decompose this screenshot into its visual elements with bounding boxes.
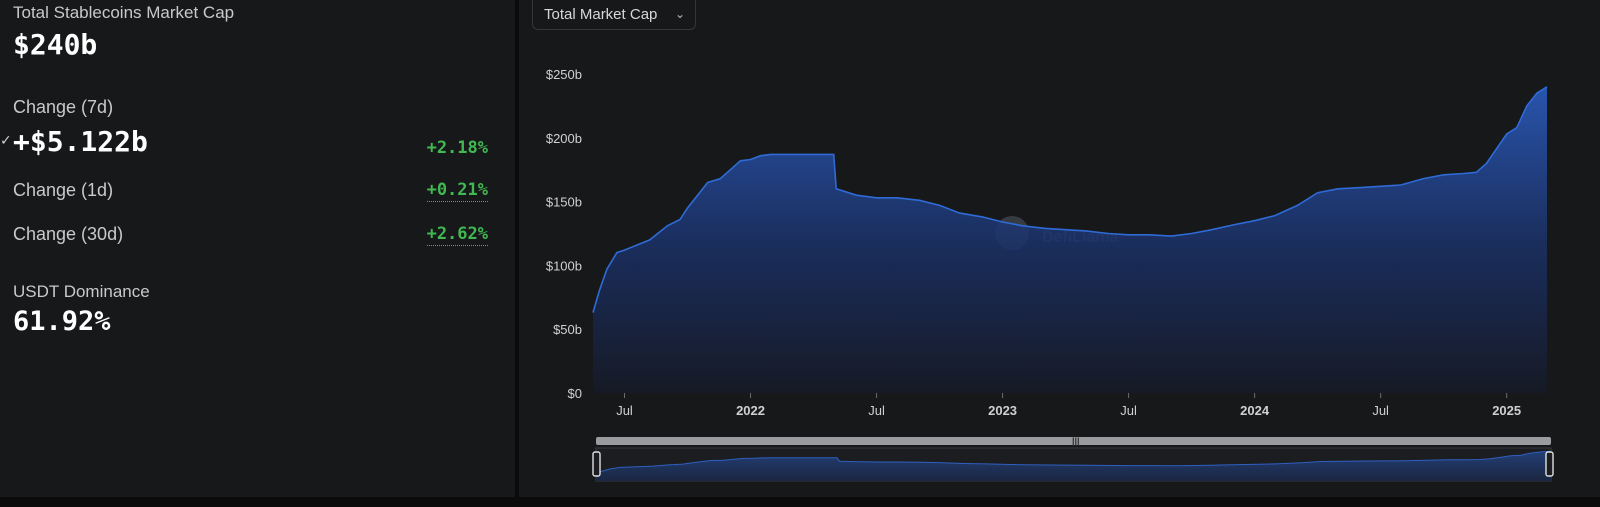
y-axis: $0 $50b $100b $150b $200b $250b xyxy=(546,67,582,401)
mini-overview-line xyxy=(595,450,1552,474)
y-tick-label: $0 xyxy=(568,386,582,401)
x-tick-label: 2025 xyxy=(1492,403,1521,418)
x-tick-label: 2023 xyxy=(988,403,1017,418)
chart-type-dropdown[interactable]: Total Market Cap ⌄ xyxy=(532,0,696,30)
change-1d-label: Change (1d) xyxy=(13,180,114,200)
x-tick-label: Jul xyxy=(616,403,633,418)
market-cap-value: $240b xyxy=(13,28,98,61)
chart-panel: Total Market Cap ⌄ $0 $50b $100b $150b $200b… xyxy=(519,0,1600,497)
y-tick-label: $250b xyxy=(546,67,582,82)
grip-icon: ||| xyxy=(1072,436,1080,446)
brush-left-handle[interactable] xyxy=(592,451,601,477)
range-brush-handle-bar[interactable] xyxy=(596,437,1551,445)
chevron-down-icon: ⌄ xyxy=(674,7,685,21)
y-tick-label: $100b xyxy=(546,258,582,273)
change-1d-pct[interactable]: +0.21% xyxy=(426,180,488,202)
x-tick-label: Jul xyxy=(1372,403,1389,418)
market-cap-label: Total Stablecoins Market Cap xyxy=(13,3,235,22)
brush-right-handle[interactable] xyxy=(1545,451,1554,477)
x-tick-label: 2022 xyxy=(736,403,765,418)
change-7d-pct: +2.18% xyxy=(426,138,488,158)
change-30d-pct[interactable]: +2.62% xyxy=(426,224,488,246)
change-7d-value: +$5.122b xyxy=(13,125,148,158)
stats-panel: Total Stablecoins Market Cap $240b Chang… xyxy=(0,0,515,497)
y-tick-label: $150b xyxy=(546,195,582,210)
market-cap-line xyxy=(592,86,1548,313)
x-tick-label: Jul xyxy=(1120,403,1137,418)
checkmark-icon: ✓ xyxy=(0,132,12,148)
usdt-dominance-label: USDT Dominance xyxy=(13,282,150,301)
change-7d-label: Change (7d) xyxy=(13,97,114,117)
x-axis: Jul 2022 Jul 2023 Jul 2024 Jul 2025 xyxy=(616,393,1521,418)
usdt-dominance-value: 61.92% xyxy=(13,306,111,337)
y-tick-label: $200b xyxy=(546,131,582,146)
x-tick-label: Jul xyxy=(868,403,885,418)
mini-overview-area xyxy=(596,451,1551,481)
market-cap-area xyxy=(593,86,1547,394)
market-cap-chart[interactable]: $0 $50b $100b $150b $200b $250b Jul 2022 Jul 202… xyxy=(519,0,1600,497)
change-30d-label: Change (30d) xyxy=(13,224,124,244)
dropdown-selected-label: Total Market Cap xyxy=(544,5,658,23)
x-tick-label: 2024 xyxy=(1240,403,1270,418)
y-tick-label: $50b xyxy=(553,322,582,337)
